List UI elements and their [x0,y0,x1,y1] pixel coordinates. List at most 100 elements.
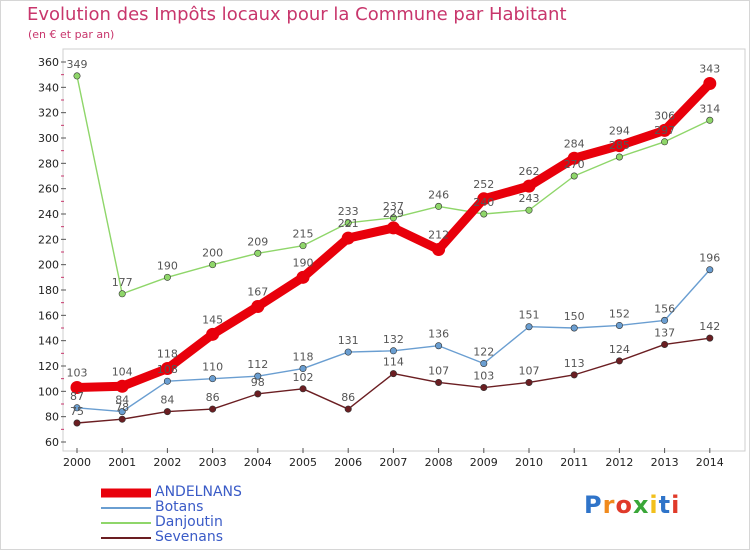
data-label: 200 [202,247,223,260]
data-point [118,290,126,298]
data-point [615,321,623,329]
data-point [661,316,669,324]
logo-letter: r [602,491,616,519]
x-tick-label: 2003 [199,456,227,469]
logo-letter: i [671,491,681,519]
data-point [73,404,81,412]
data-label: 240 [473,196,494,209]
data-label: 110 [202,361,223,374]
y-tick-label: 280 [38,157,59,170]
data-label: 103 [473,370,494,383]
x-tick-label: 2009 [470,456,498,469]
data-point [344,348,352,356]
y-tick-label: 220 [38,233,59,246]
data-point [299,242,307,250]
data-point [661,138,669,146]
data-label: 314 [699,102,720,115]
x-tick-label: 2010 [515,456,543,469]
logo-letter: P [584,491,603,519]
data-label: 270 [564,158,585,171]
legend-swatch [101,506,151,509]
legend-swatch [101,536,151,539]
data-point [254,249,262,257]
data-label: 196 [699,252,720,265]
data-point [163,273,171,281]
data-label: 151 [519,309,540,322]
data-point [612,139,626,153]
data-label: 131 [338,334,359,347]
data-point [480,384,488,392]
data-label: 285 [609,139,630,152]
y-tick-label: 140 [38,335,59,348]
series-danjoutin [73,72,714,298]
data-label: 122 [473,345,494,358]
legend-label: Botans [155,499,204,515]
data-point [522,179,536,193]
data-label: 343 [699,63,720,76]
x-tick-label: 2007 [379,456,407,469]
data-point [480,210,488,218]
y-tick-label: 200 [38,259,59,272]
plot-frame [62,48,746,452]
data-label: 209 [247,235,268,248]
data-label: 142 [699,320,720,333]
data-label: 349 [67,58,88,71]
data-label: 215 [293,228,314,241]
data-label: 84 [115,394,129,407]
logo-letter: x [632,491,650,519]
data-label: 237 [383,200,404,213]
data-label: 136 [428,328,449,341]
x-tick-label: 2014 [696,456,724,469]
data-point [570,172,578,180]
data-label: 262 [519,165,540,178]
data-point [341,231,355,245]
data-label: 118 [157,348,178,361]
data-point [254,390,262,398]
proxiti-logo: Proxiti [584,491,680,519]
y-tick-label: 300 [38,132,59,145]
data-point [706,266,714,274]
data-label: 229 [383,207,404,220]
data-point [73,419,81,427]
data-point [386,221,400,235]
labels-botans: 87 84 108 110 112 118 131 132 136 122 151 150 152 156… [70,252,720,407]
data-label: 284 [564,137,585,150]
data-label: 177 [112,276,133,289]
legend-swatch [101,521,151,524]
data-label: 297 [654,124,675,137]
data-point [160,362,174,376]
data-point [163,377,171,385]
data-label: 84 [160,394,174,407]
data-label: 150 [564,310,585,323]
data-point [296,270,310,284]
x-tick-label: 2000 [63,456,91,469]
logo-letter: i [649,491,659,519]
data-label: 118 [293,351,314,364]
y-tick-label: 260 [38,183,59,196]
data-point [480,359,488,367]
chart-title: Evolution des Impôts locaux pour la Comm… [27,4,567,25]
data-label: 107 [428,364,449,377]
series-botans [73,266,714,416]
data-label: 75 [70,405,84,418]
data-label: 137 [654,326,675,339]
y-tick-label: 120 [38,360,59,373]
y-tick-label: 340 [38,81,59,94]
data-label: 212 [428,228,449,241]
data-label: 124 [609,343,630,356]
data-label: 104 [112,365,133,378]
y-tick-label: 60 [45,436,59,449]
data-label: 98 [251,376,265,389]
data-point [435,378,443,386]
data-label: 233 [338,205,359,218]
x-tick-label: 2012 [605,456,633,469]
data-point [209,375,217,383]
x-tick-label: 2005 [289,456,317,469]
data-label: 167 [247,285,268,298]
data-label: 190 [157,259,178,272]
x-tick-label: 2001 [108,456,136,469]
data-point [389,214,397,222]
data-point [615,153,623,161]
